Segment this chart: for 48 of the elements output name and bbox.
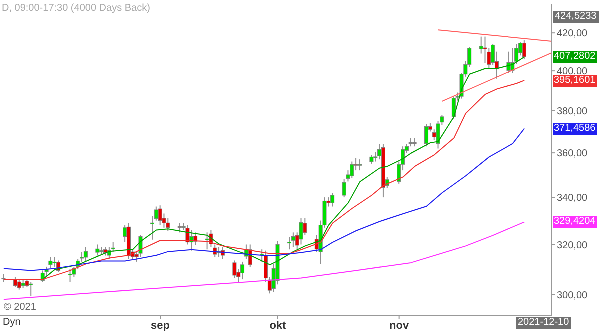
y-tick-label: 380,00 — [557, 106, 588, 118]
candlestick — [178, 222, 182, 234]
line-series — [3, 80, 526, 280]
annotation: 407,2802 — [553, 51, 597, 64]
candlestick — [330, 192, 335, 208]
annotation: 329,4204 — [553, 216, 597, 228]
x-tick-label: okt — [270, 320, 287, 331]
candlestick — [291, 232, 296, 248]
y-tick-label: 360,00 — [557, 148, 588, 160]
candlestick — [96, 244, 100, 256]
candlestick — [303, 218, 308, 236]
candlestick — [350, 161, 354, 179]
candlestick — [166, 218, 170, 232]
candlestick — [44, 266, 49, 278]
y-tick-label: 340,00 — [557, 193, 588, 204]
y-tick-label: 300,00 — [557, 290, 588, 302]
candlestick — [232, 260, 237, 279]
chart-title: D, 09:00-17:30 (4000 Days Back) — [2, 3, 150, 14]
y-tick-label: 320,00 — [557, 240, 588, 252]
annotation: 395,1601 — [553, 74, 597, 87]
candlestick — [522, 40, 526, 60]
x-tick-label: nov — [390, 320, 410, 331]
line-series — [3, 128, 526, 272]
candlestick — [48, 256, 53, 269]
candlestick — [13, 276, 18, 288]
candlestick — [17, 279, 22, 290]
candlestick — [452, 96, 456, 120]
candlestick — [358, 159, 362, 172]
candlestick — [483, 36, 488, 64]
text: 2021-12-10 — [516, 317, 572, 329]
candlestick — [52, 256, 57, 268]
y-tick-label: 420,00 — [557, 28, 588, 40]
candlestick — [342, 178, 346, 198]
candlestick — [240, 261, 245, 280]
annotation: © 2021 — [3, 302, 38, 314]
text: Dyn — [2, 317, 22, 329]
x-tick-label: sep — [151, 320, 170, 331]
candlestick — [68, 268, 72, 283]
candlestick — [29, 282, 34, 297]
candlestick — [424, 124, 429, 148]
candlestick — [158, 205, 162, 226]
text: 424,5233 — [553, 11, 599, 23]
candlestick — [299, 218, 304, 246]
candlestick — [84, 246, 88, 262]
candlestick — [205, 232, 210, 250]
candlestick — [287, 236, 292, 250]
annotation: 371,4586 — [553, 122, 597, 135]
line-series — [3, 222, 526, 300]
